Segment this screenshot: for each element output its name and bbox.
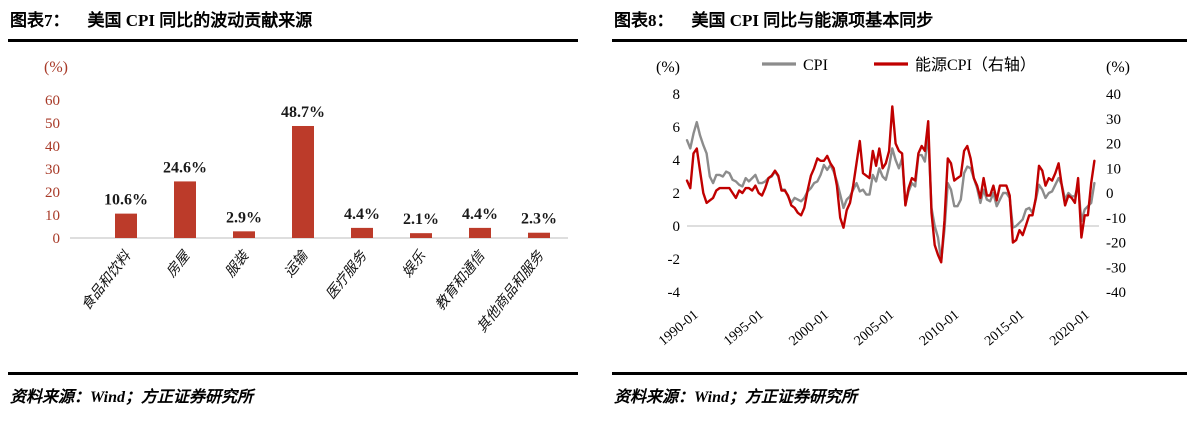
figure-8-source: 资料来源：Wind；方正证券研究所 [614,389,857,406]
bar-5 [410,233,432,238]
bar-category-label: 娱乐 [399,248,429,281]
bar-category-label: 房屋 [163,247,194,280]
line-x-tick-label: 2015-01 [982,308,1027,349]
figure-8-title: 图表8： 美国 CPI 同比与能源项基本同步 [612,6,1187,39]
line-left-y-tick: 6 [673,120,681,136]
bar-0 [115,213,137,238]
figure-8-panel: 图表8： 美国 CPI 同比与能源项基本同步 CPI 能源CPI（右轴） (%) (%)… [612,6,1187,423]
figure-8-title-text: 美国 CPI 同比与能源项基本同步 [691,11,934,30]
line-right-axis-unit: (%) [1106,59,1130,76]
bar-y-tick-label: 0 [53,231,61,247]
bar-category-label: 运输 [281,247,312,280]
bar-value-label: 24.6% [163,159,207,176]
bar-y-tick-label: 10 [45,208,60,224]
series-line-energy-cpi [685,105,1096,264]
bar-category-label: 食品和饮料 [78,248,134,314]
cpi-energy-line-chart: CPI 能源CPI（右轴）(%) (%)86420-2-4403020100-10-… [656,56,1130,349]
bar-category-label: 教育和通信 [432,247,489,314]
bar-y-tick-label: 40 [45,139,60,155]
line-x-tick-label: 2000-01 [787,308,832,349]
legend-label-1: 能源CPI（右轴） [915,56,1036,74]
bar-y-axis-unit: (%) [44,59,68,76]
bar-7 [528,232,550,238]
line-x-tick-label: 2005-01 [852,308,897,349]
bar-y-tick-label: 50 [45,116,60,132]
line-right-y-tick: 20 [1106,137,1121,153]
bar-value-label: 2.3% [521,211,557,228]
bar-y-tick-label: 60 [45,93,60,109]
legend-label-0: CPI [803,57,828,74]
bar-category-label: 医疗服务 [323,248,371,303]
bar-y-tick-label: 20 [45,185,60,201]
line-left-axis-unit: (%) [656,59,680,76]
bar-category-label: 服装 [222,247,253,280]
line-left-y-tick: -2 [668,252,681,268]
bar-2 [233,231,255,238]
bar-value-label: 2.1% [403,211,439,228]
line-x-tick-label: 2020-01 [1047,308,1092,349]
line-right-y-tick: -40 [1106,285,1126,301]
line-x-tick-label: 1990-01 [656,308,701,349]
figure-7-label: 图表7： [10,11,70,30]
line-right-y-tick: -10 [1106,211,1126,227]
line-x-tick-label: 1995-01 [721,308,766,349]
line-right-y-tick: -20 [1106,236,1126,252]
bar-6 [469,227,491,238]
line-right-y-tick: 0 [1106,186,1114,202]
line-left-y-tick: 4 [673,153,681,169]
line-right-y-tick: 10 [1106,161,1121,177]
figure-7-source: 资料来源：Wind；方正证券研究所 [10,389,253,406]
figure-7-title-text: 美国 CPI 同比的波动贡献来源 [87,11,313,30]
figure-7-top-rule [8,39,578,42]
bar-value-label: 4.4% [344,206,380,223]
figure-8-bottom-rule [612,372,1187,375]
line-right-y-tick: 40 [1106,87,1121,103]
figure-7-panel: 图表7： 美国 CPI 同比的波动贡献来源 (%) 60 50 40 30 20 10 0 10.… [8,6,578,423]
series-line-cpi [685,120,1096,262]
bar-value-label: 48.7% [281,104,325,121]
bar-value-label: 10.6% [104,192,148,209]
line-left-y-tick: -4 [668,285,681,301]
line-left-y-tick: 0 [673,219,681,235]
bar-3 [292,125,314,238]
figure-7-title: 图表7： 美国 CPI 同比的波动贡献来源 [8,6,578,39]
bar-4 [351,227,373,238]
line-right-y-tick: 30 [1106,112,1121,128]
line-right-y-tick: -30 [1106,260,1126,276]
figure-8-top-rule [612,39,1187,42]
bar-y-tick-label: 30 [45,162,60,178]
line-x-tick-label: 2010-01 [917,308,962,349]
line-left-y-tick: 2 [673,186,681,202]
figure-7-bottom-rule [8,372,578,375]
figure-8-label: 图表8： [614,11,674,30]
cpi-contribution-bar-chart: (%) 60 50 40 30 20 10 0 10.6% 食品和饮料 24.6% 房屋 2.9% 服装 4… [44,59,568,336]
bar-value-label: 2.9% [226,209,262,226]
bar-value-label: 4.4% [462,206,498,223]
bar-1 [174,181,196,238]
line-left-y-tick: 8 [673,87,681,103]
